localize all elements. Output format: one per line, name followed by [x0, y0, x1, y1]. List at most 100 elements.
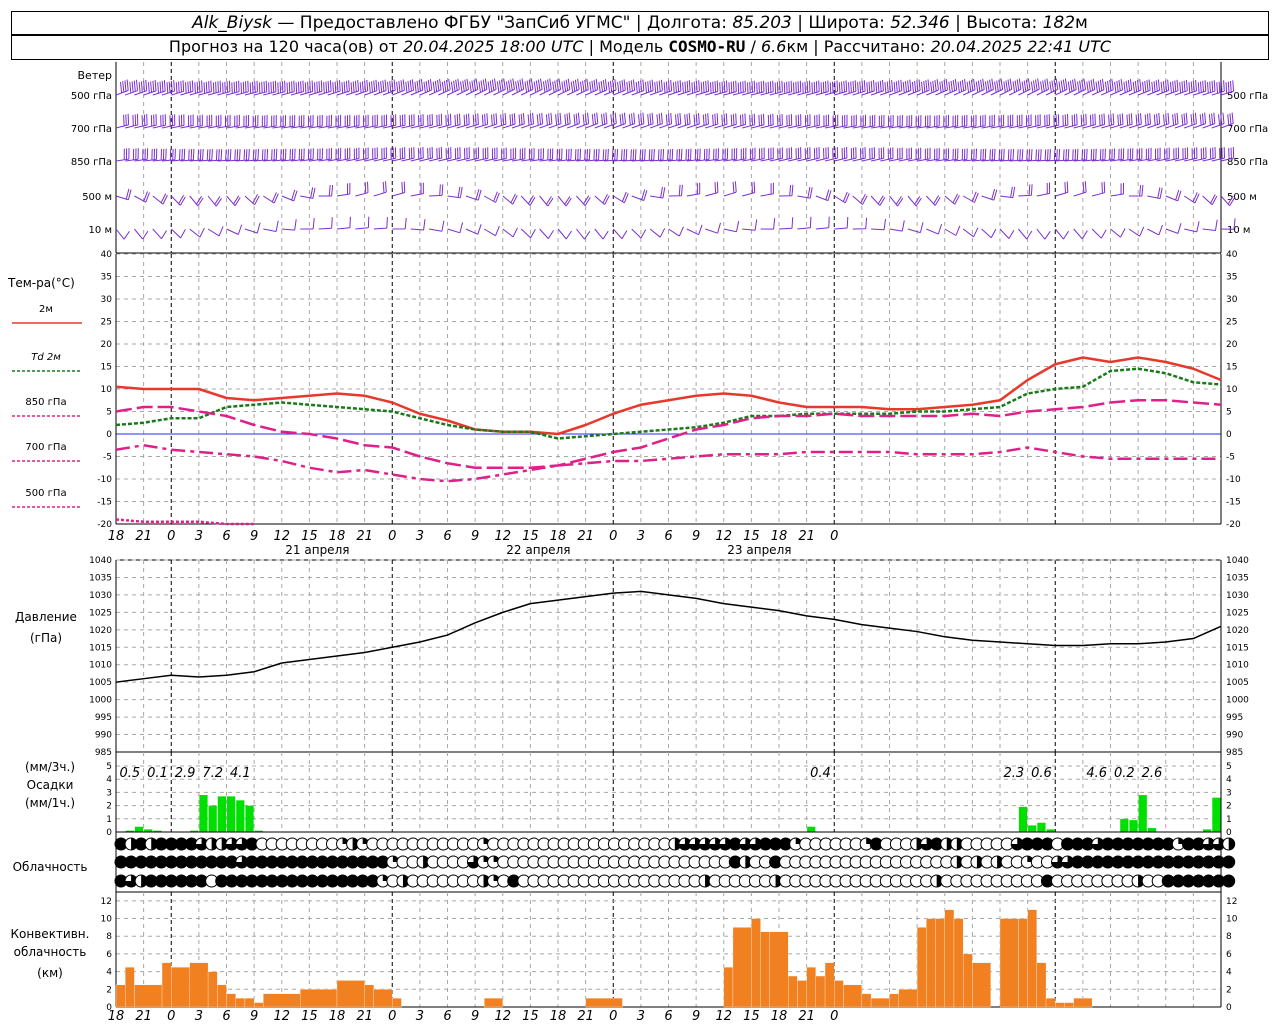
cloud-symbol — [1061, 837, 1075, 851]
time-tick: 3 — [416, 529, 424, 544]
cloud-symbol — [738, 837, 752, 851]
wind-barb — [981, 114, 995, 129]
time-tick-bottom: 18 — [550, 1009, 567, 1024]
time-tick: 21 — [356, 529, 373, 544]
cloud-full — [346, 875, 359, 887]
time-tick-bottom: 12 — [494, 1009, 511, 1024]
wind-barb — [198, 148, 213, 162]
wind-barb — [834, 146, 848, 162]
series-t2m — [115, 356, 1222, 436]
pres-tick-right: 1000 — [1226, 696, 1249, 706]
wind-barb — [603, 79, 617, 96]
conv-tick-left: 8 — [106, 932, 112, 942]
cloud-symbol — [144, 855, 158, 869]
precip-bar — [144, 829, 153, 832]
wind-barb — [815, 146, 829, 162]
conv-bar — [751, 918, 761, 1008]
wind-barb — [751, 80, 765, 96]
wind-barb — [705, 181, 719, 197]
wind-barb — [1092, 148, 1106, 162]
pres-tick-left: 1005 — [89, 678, 112, 688]
wind-barb — [916, 79, 930, 96]
cloud-fill — [235, 838, 248, 850]
alt-unit: м — [1075, 13, 1088, 33]
wind-barb — [143, 114, 157, 129]
wind-barb — [695, 80, 710, 96]
wind-barb — [520, 78, 534, 96]
wind-barb — [548, 78, 562, 96]
wind-barb — [926, 114, 940, 129]
wind-barb — [824, 146, 839, 162]
wind-barb — [346, 147, 360, 162]
wind-barb — [1147, 79, 1160, 96]
wind-barb — [115, 228, 130, 240]
temp-tick-left: 40 — [101, 250, 113, 260]
time-tick: 6 — [443, 529, 451, 544]
cloud-full — [729, 838, 742, 850]
temp-tick-left: 0 — [106, 430, 112, 440]
precip-total-label: 4.1 — [230, 766, 251, 781]
precip-bar — [236, 800, 245, 832]
precip-bar — [1018, 806, 1028, 832]
cloud-full — [316, 875, 329, 887]
wind-level-right: 10 м — [1227, 225, 1250, 236]
wind-barb — [318, 185, 334, 197]
prec-tick-left: 5 — [106, 762, 112, 772]
cloud-full — [296, 856, 309, 868]
wind-barb — [981, 188, 998, 201]
cloud-full — [1202, 875, 1215, 887]
wind-barb — [373, 79, 387, 96]
cloud-full — [115, 856, 127, 868]
wind-barb — [659, 148, 674, 162]
cloud-full — [1202, 856, 1215, 868]
wind-barb — [1036, 228, 1051, 240]
wind-barb — [474, 147, 489, 162]
wind-barb — [115, 148, 130, 162]
wind-barb — [530, 148, 544, 162]
cloud-full — [1152, 838, 1165, 850]
wind-barb — [815, 189, 832, 202]
wind-barb — [1036, 149, 1051, 162]
time-tick-bottom: 18 — [329, 1009, 346, 1024]
forecast-label: Прогноз на 120 часа(ов) от — [168, 37, 398, 56]
time-tick: 6 — [222, 529, 230, 544]
wind-barb — [327, 114, 342, 129]
time-tick-bottom: 12 — [273, 1009, 290, 1024]
cloud-full — [266, 875, 279, 887]
wind-barb — [843, 80, 857, 96]
wind-barb — [742, 219, 758, 231]
wind-barb — [1064, 78, 1077, 96]
wind-barb — [410, 79, 424, 96]
wind-barb — [300, 218, 315, 230]
wind-barb — [263, 220, 279, 232]
wind-barb — [244, 222, 261, 234]
cloud-full — [235, 875, 248, 887]
temp-tick-left: 10 — [101, 385, 113, 395]
cloud-full — [1081, 856, 1094, 868]
wind-barb — [742, 181, 756, 197]
wind-barb — [834, 216, 849, 230]
wind-barb — [429, 220, 445, 232]
cloud-symbol — [154, 837, 168, 851]
cloud-symbol — [124, 855, 138, 869]
wind-barb — [622, 149, 637, 162]
conv-bar — [484, 998, 503, 1008]
wind-barb — [769, 113, 783, 129]
cloud-full — [215, 856, 228, 868]
wind-barb — [263, 148, 278, 162]
cloud-symbol — [366, 855, 380, 869]
cloud-full — [175, 856, 188, 868]
cloud-full — [185, 856, 198, 868]
wind-barb — [382, 79, 396, 96]
wind-barb — [576, 148, 591, 162]
conv-bar — [244, 998, 255, 1008]
wind-barb — [263, 192, 279, 204]
wind-barb — [438, 147, 452, 162]
cloud-full — [276, 875, 289, 887]
wind-barb — [1119, 79, 1133, 96]
wind-barb — [1018, 228, 1033, 240]
wind-barb — [650, 148, 665, 162]
cloud-symbol — [1151, 837, 1165, 851]
wind-barb — [208, 114, 222, 129]
cloud-symbol — [376, 855, 390, 869]
